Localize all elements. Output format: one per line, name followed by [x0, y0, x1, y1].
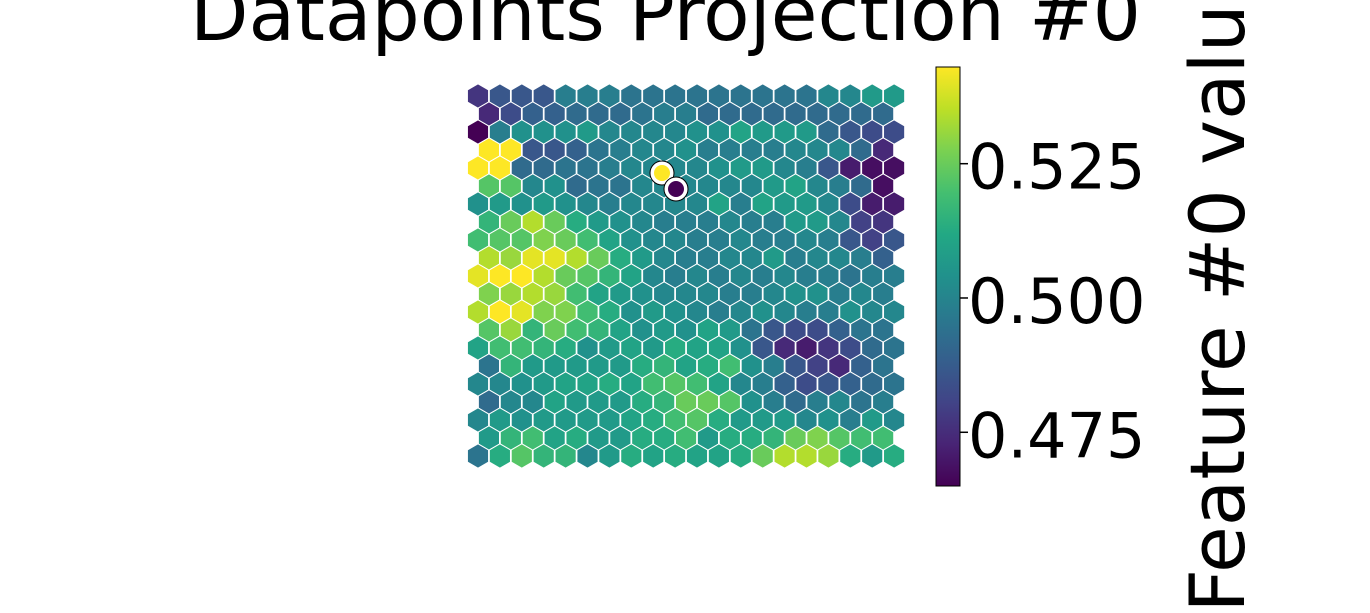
colorbar-tick-label: 0.475 [968, 399, 1146, 472]
hex-cell [729, 443, 752, 469]
datapoint-markers [649, 160, 689, 202]
hex-cell [751, 443, 774, 469]
colorbar: 0.475 0.500 0.525 [935, 66, 1146, 487]
colorbar-label: Feature #0 value [1173, 0, 1262, 613]
hex-cell [466, 443, 490, 469]
hex-cell [620, 443, 643, 469]
chart-title: Datapoints Projection #0 [190, 0, 1142, 58]
datapoint-marker [668, 181, 684, 197]
hex-cell [839, 443, 862, 469]
datapoint-marker [654, 165, 670, 181]
hex-map-chart: 0.475 0.500 0.525 [466, 66, 1146, 487]
colorbar-ticks: 0.475 0.500 0.525 [960, 131, 1146, 472]
hex-cell [795, 443, 818, 469]
hex-cell [554, 443, 577, 469]
hex-cell [598, 443, 621, 469]
colorbar-tick-label: 0.525 [968, 131, 1146, 204]
hex-cell [532, 443, 555, 469]
hex-cell [664, 443, 687, 469]
hex-cell [817, 443, 840, 469]
colorbar-gradient [935, 66, 961, 487]
hex-cell [642, 443, 665, 469]
hex-cell [707, 443, 730, 469]
hex-cell [883, 443, 906, 469]
hex-cell [861, 443, 884, 469]
hexagon-grid [466, 83, 906, 469]
hex-cell [510, 443, 533, 469]
hex-cell [576, 443, 599, 469]
hex-cell [685, 443, 709, 469]
hex-cell [773, 443, 796, 469]
colorbar-tick-label: 0.500 [968, 265, 1146, 338]
hex-cell [488, 443, 511, 469]
